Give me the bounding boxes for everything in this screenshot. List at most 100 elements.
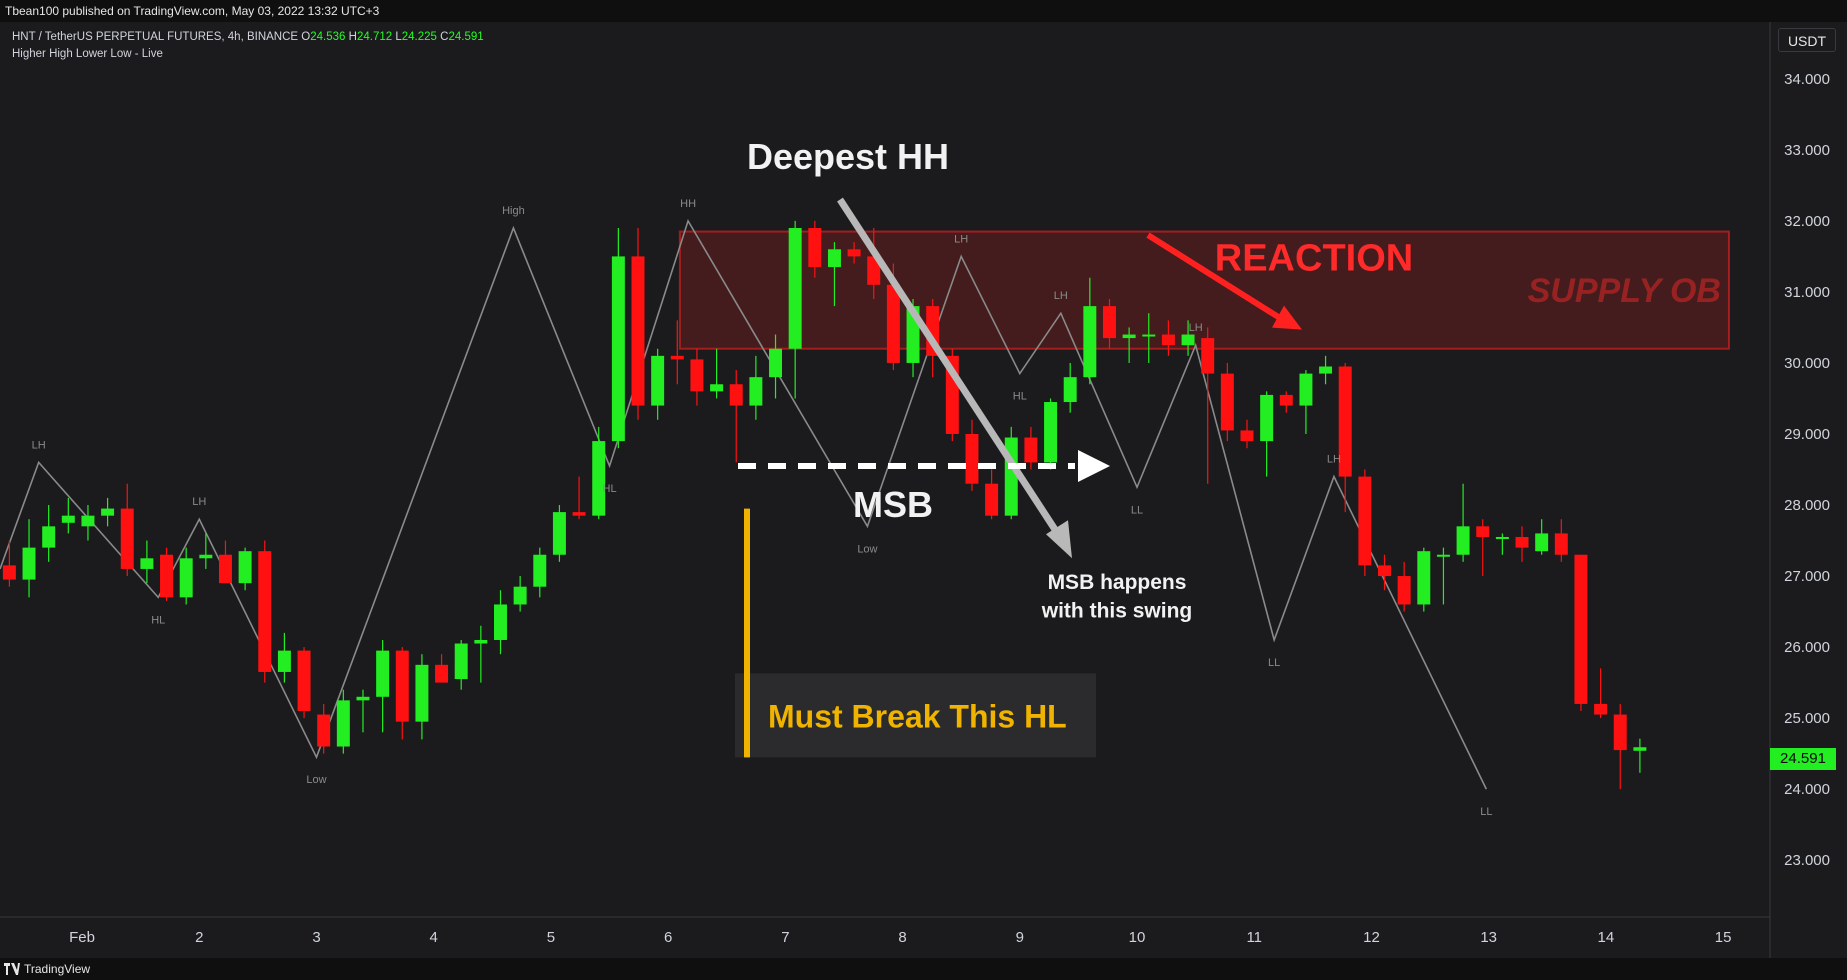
- candle-up: [651, 355, 665, 406]
- high-label: H: [348, 31, 357, 43]
- pivot-label: LH: [32, 439, 46, 451]
- candle-up: [1260, 394, 1274, 442]
- y-tick-label: 30.000: [1784, 355, 1830, 372]
- candle-up: [376, 650, 390, 697]
- candle-down: [160, 554, 174, 598]
- indicator-legend[interactable]: Higher High Lower Low - Live: [12, 48, 163, 60]
- pivot-label: LH: [1327, 454, 1341, 466]
- candle-up: [494, 604, 507, 640]
- y-tick-label: 32.000: [1784, 213, 1830, 230]
- footer-brand: TradingView: [24, 962, 91, 976]
- candle-up: [1083, 306, 1097, 378]
- candle-down: [1554, 533, 1568, 555]
- close-value: 24.591: [448, 31, 484, 43]
- y-tick-label: 26.000: [1784, 639, 1830, 656]
- candle-down: [218, 554, 232, 584]
- pivot-label: HH: [680, 198, 696, 210]
- candle-down: [1201, 338, 1215, 374]
- pivot-label: HL: [1013, 391, 1027, 403]
- y-tick-label: 29.000: [1784, 426, 1830, 443]
- candle-down: [1240, 430, 1254, 442]
- candle-down: [1378, 565, 1391, 577]
- candle-down: [631, 256, 645, 406]
- candle-down: [1594, 703, 1608, 715]
- candle-down: [965, 433, 979, 484]
- msb-swing-line1: MSB happens: [1048, 571, 1187, 594]
- candle-up: [1436, 554, 1450, 557]
- y-tick-label: 24.000: [1784, 781, 1830, 798]
- candle-up: [533, 554, 547, 587]
- candle-up: [1063, 377, 1077, 403]
- candle-up: [1633, 747, 1647, 751]
- pivot-label: LL: [1131, 504, 1143, 516]
- candle-up: [415, 664, 429, 722]
- candle-down: [808, 227, 822, 268]
- x-tick-label: 3: [312, 929, 320, 946]
- y-tick-label: 23.000: [1784, 852, 1830, 869]
- swing-arrow-line: [837, 197, 1065, 543]
- x-tick-label: 12: [1363, 929, 1380, 946]
- candle-up: [22, 547, 36, 580]
- candle-down: [1338, 366, 1352, 477]
- price-chart[interactable]: SUPPLY OBLHHLLHLowHighHLHHLowLHHLLHLLLHL…: [0, 22, 1847, 958]
- x-tick-label: 5: [547, 929, 555, 946]
- close-label: C: [440, 31, 449, 43]
- candle-down: [1613, 714, 1627, 751]
- candle-down: [1515, 536, 1529, 548]
- y-tick-label: 31.000: [1784, 284, 1830, 301]
- candle-down: [690, 359, 704, 392]
- currency-button[interactable]: USDT: [1778, 28, 1836, 52]
- symbol-legend: HNT / TetherUS PERPETUAL FUTURES, 4h, BI…: [12, 31, 484, 43]
- candle-up: [61, 515, 75, 523]
- symbol-text[interactable]: HNT / TetherUS PERPETUAL FUTURES, 4h, BI…: [12, 31, 299, 43]
- candle-down: [886, 284, 900, 363]
- candle-down: [317, 714, 331, 747]
- msb-swing-line2: with this swing: [1041, 600, 1193, 623]
- candle-up: [592, 441, 606, 516]
- candle-up: [1456, 526, 1470, 555]
- footer-bar: TradingView: [0, 958, 1847, 980]
- candle-down: [1358, 476, 1372, 566]
- candle-up: [356, 696, 370, 701]
- pivot-label: LL: [1480, 806, 1492, 818]
- x-tick-label: 8: [898, 929, 906, 946]
- candle-up: [1417, 551, 1431, 605]
- deepest-hh-label: Deepest HH: [747, 136, 949, 177]
- swing-arrow-head: [1046, 520, 1072, 559]
- x-tick-label: 14: [1598, 929, 1615, 946]
- y-tick-label: 25.000: [1784, 710, 1830, 727]
- candle-down: [670, 355, 684, 360]
- candle-down: [297, 650, 311, 712]
- candle-down: [1397, 576, 1411, 605]
- candle-up: [1299, 373, 1313, 406]
- candle-down: [847, 249, 861, 257]
- y-tick-label: 27.000: [1784, 568, 1830, 585]
- candle-up: [1181, 334, 1195, 346]
- candle-up: [710, 384, 724, 392]
- reaction-label: REACTION: [1215, 237, 1413, 279]
- candle-up: [769, 348, 783, 378]
- reaction-arrow-line: [1146, 232, 1286, 324]
- reaction-arrow-head: [1272, 305, 1302, 330]
- candle-down: [120, 508, 134, 569]
- x-tick-label: 2: [195, 929, 203, 946]
- candle-up: [513, 586, 527, 605]
- pivot-label: High: [502, 205, 525, 217]
- y-tick-label: 28.000: [1784, 497, 1830, 514]
- supply-ob-label: SUPPLY OB: [1528, 272, 1721, 310]
- candle-up: [1142, 334, 1156, 337]
- candle-down: [1279, 394, 1293, 406]
- candle-up: [101, 508, 115, 516]
- candle-down: [258, 551, 272, 672]
- candle-up: [277, 650, 291, 672]
- x-tick-label: 11: [1246, 929, 1262, 946]
- open-value: 24.536: [310, 31, 346, 43]
- y-tick-label: 34.000: [1784, 71, 1830, 88]
- candle-up: [1495, 536, 1509, 539]
- candle-up: [42, 526, 56, 548]
- candle-up: [199, 554, 213, 559]
- x-tick-label: 10: [1129, 929, 1146, 946]
- open-label: O: [301, 31, 311, 43]
- candle-down: [1476, 526, 1490, 537]
- candle-down: [985, 483, 999, 516]
